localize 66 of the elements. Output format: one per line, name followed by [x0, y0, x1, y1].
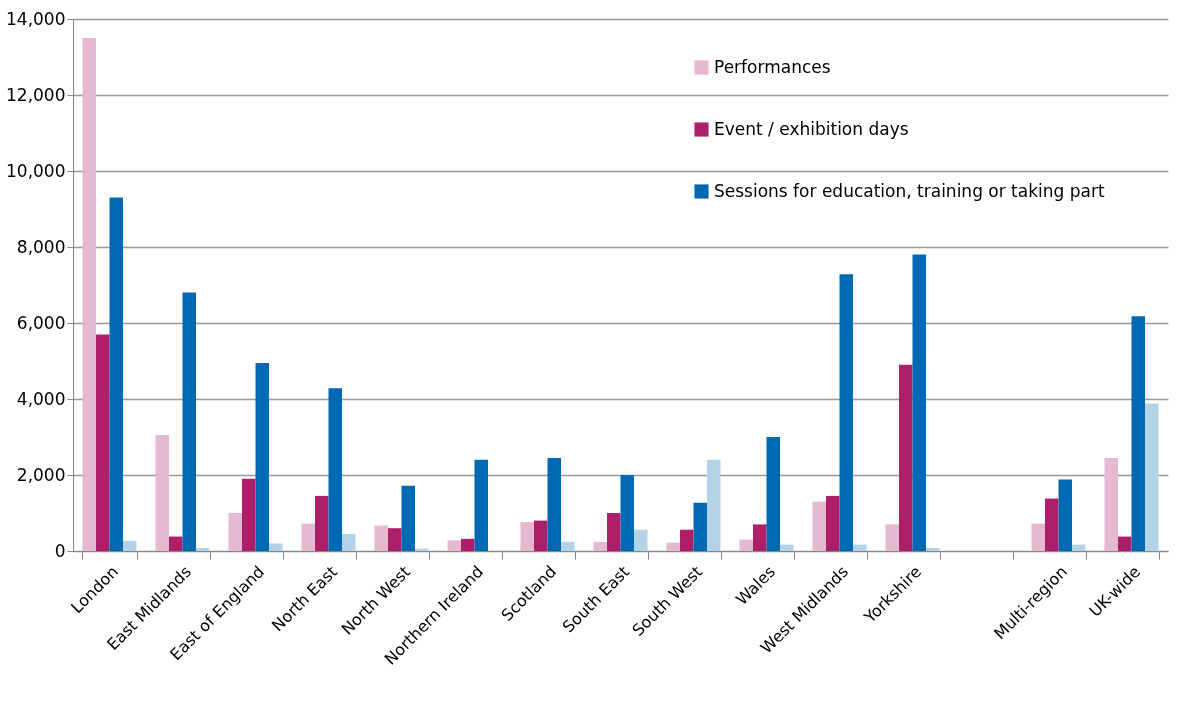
bar — [461, 538, 475, 551]
bar — [196, 547, 210, 551]
bar — [839, 274, 854, 551]
bar — [607, 513, 621, 551]
y-tick-label: 14,000 — [6, 8, 66, 29]
y-tick-label: 4,000 — [16, 388, 66, 409]
bar — [534, 520, 548, 551]
bar — [1072, 544, 1086, 551]
bar — [634, 529, 648, 551]
bar — [547, 457, 562, 551]
y-tick-label: 8,000 — [16, 236, 66, 257]
bar — [447, 540, 461, 551]
y-tick-label: 10,000 — [6, 160, 66, 181]
bar — [155, 435, 169, 551]
bar — [109, 197, 124, 551]
bar — [1058, 479, 1073, 551]
bar — [415, 548, 429, 551]
bar — [812, 501, 826, 551]
bar — [593, 541, 607, 551]
bar — [885, 524, 899, 551]
bar — [315, 495, 329, 551]
bar — [1044, 498, 1059, 551]
bar — [912, 254, 927, 551]
bar — [1145, 403, 1159, 551]
legend-label: Event / exhibition days — [714, 118, 909, 139]
bar — [620, 475, 635, 551]
legend-label: Performances — [714, 56, 831, 77]
bar — [926, 547, 940, 551]
bar — [693, 502, 708, 551]
y-tick-label: 6,000 — [16, 312, 66, 333]
bar — [1031, 523, 1045, 551]
bar — [328, 388, 343, 551]
bar — [388, 528, 402, 551]
bar — [228, 513, 242, 551]
bar — [374, 525, 388, 551]
bar — [1118, 536, 1132, 551]
bar — [474, 459, 489, 551]
bar — [680, 529, 694, 551]
bar — [826, 495, 840, 551]
bar — [520, 522, 534, 551]
bar — [561, 541, 575, 551]
y-tick-label: 2,000 — [16, 464, 66, 485]
bar — [255, 362, 270, 551]
bar — [766, 437, 781, 551]
bar — [342, 533, 356, 551]
bar — [301, 523, 315, 551]
bar — [753, 524, 767, 551]
bar — [269, 543, 283, 551]
bar — [707, 459, 721, 551]
bar — [853, 544, 867, 551]
legend-label: Sessions for education, training or taking part — [714, 180, 1105, 201]
bar — [899, 364, 913, 551]
bar — [96, 334, 110, 551]
bar — [666, 542, 680, 551]
bar — [82, 38, 96, 551]
bar — [739, 539, 753, 551]
bar — [123, 540, 137, 551]
bar — [182, 292, 197, 551]
y-tick-label: 0 — [54, 540, 66, 561]
bar — [242, 478, 256, 551]
bar — [780, 544, 794, 551]
bar — [401, 485, 416, 551]
bar — [1131, 316, 1146, 551]
bar — [169, 536, 183, 551]
y-tick-label: 12,000 — [6, 84, 66, 105]
bar — [1104, 457, 1118, 551]
